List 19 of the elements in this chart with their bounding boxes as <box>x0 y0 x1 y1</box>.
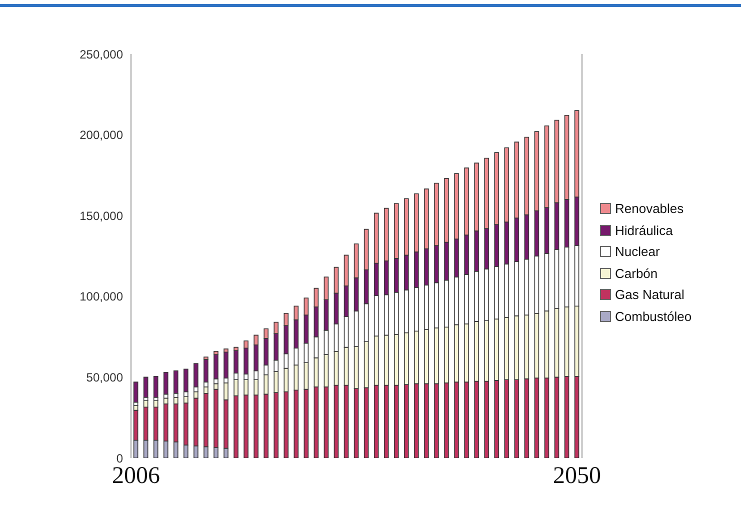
legend-label: Renovables <box>615 201 684 216</box>
y-tick-label: 250,000 <box>80 47 124 62</box>
bar <box>163 372 168 395</box>
y-tick-label: 150,000 <box>80 208 124 223</box>
y-tick-label: 100,000 <box>80 290 124 304</box>
x-tick-label: 2006 <box>112 463 160 490</box>
y-tick-label: 200,000 <box>80 128 124 142</box>
y-tick-label: 0 <box>116 451 124 466</box>
y-tick-label: 50,000 <box>86 370 124 384</box>
bar <box>133 382 138 403</box>
bar <box>153 376 158 398</box>
legend-label: Carbón <box>615 266 658 281</box>
x-tick-label: 2050 <box>552 463 601 490</box>
legend-label: Hidráulica <box>615 222 673 238</box>
text: Nuclear <box>615 244 660 260</box>
bar <box>143 376 148 398</box>
legend-label: Combustóleo <box>615 308 692 324</box>
legend-label: Gas Natural <box>615 287 684 302</box>
bar <box>173 370 178 394</box>
